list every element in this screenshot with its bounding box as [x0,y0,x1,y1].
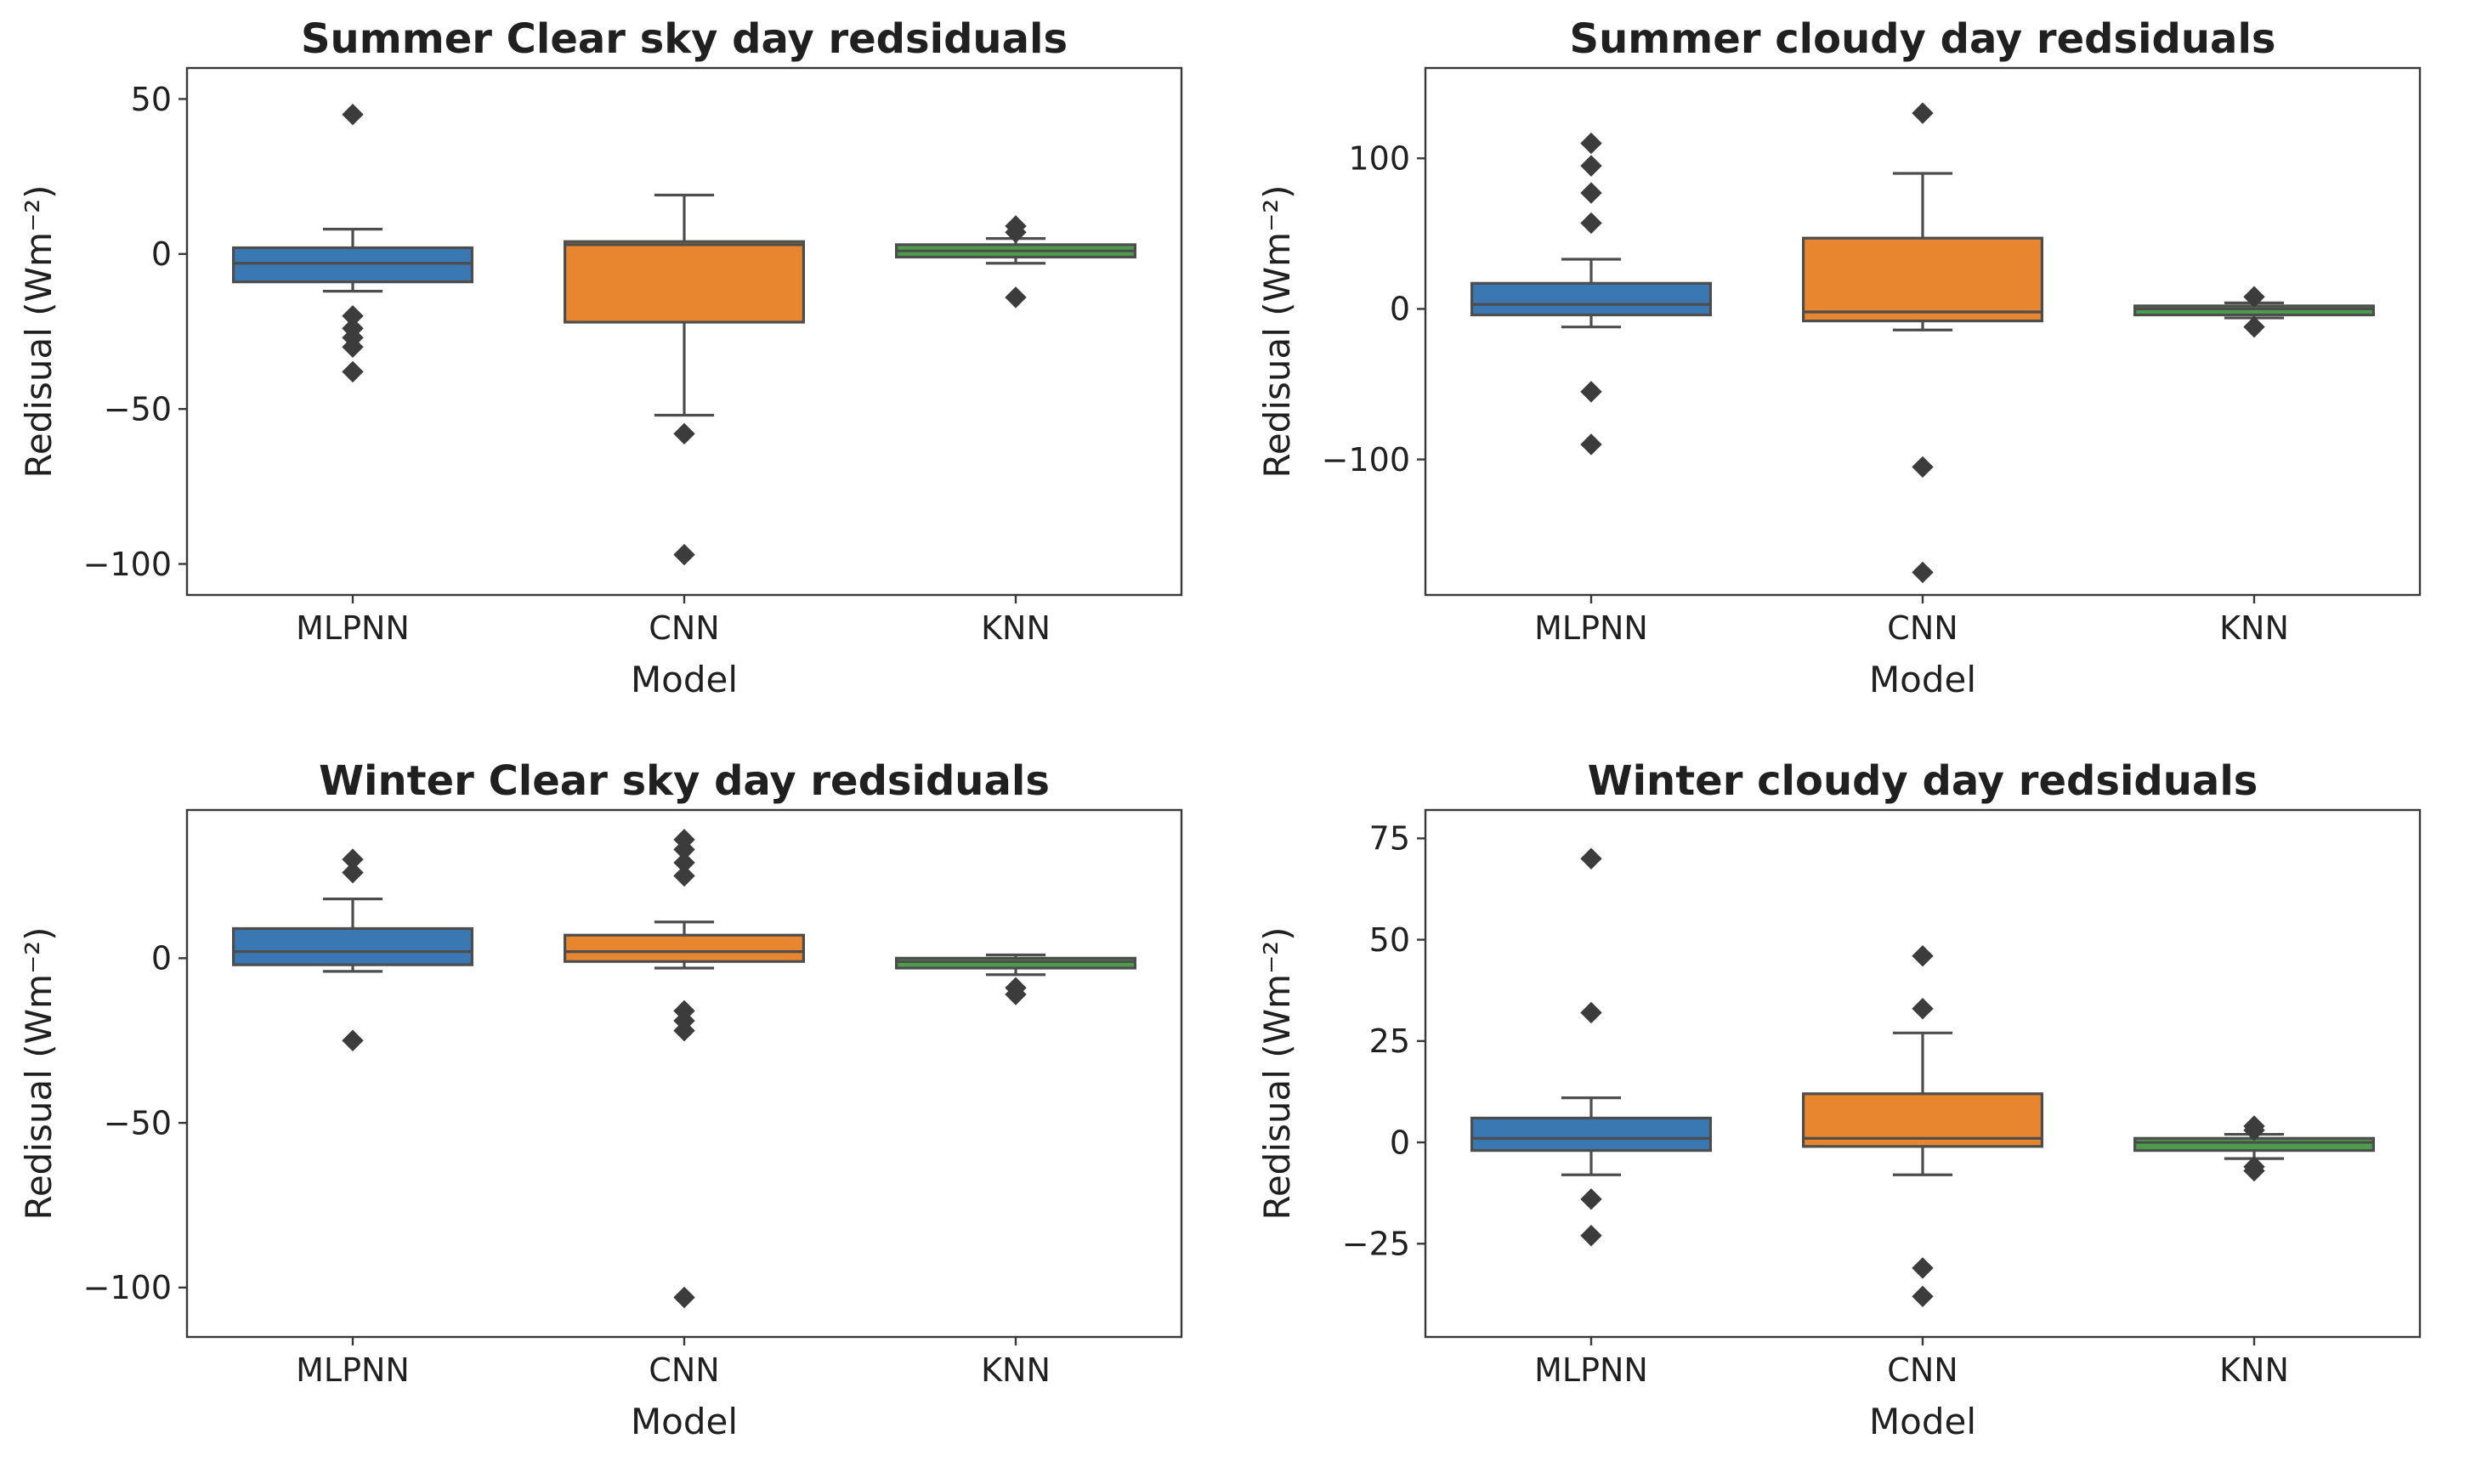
panel-title: Winter cloudy day redsiduals [1587,757,2258,805]
xtick-label: MLPNN [1534,1351,1648,1389]
box [234,248,473,282]
box [565,241,804,322]
ytick-label: 100 [1348,140,1410,178]
y-axis-label: Redisual (Wm⁻²) [1256,185,1298,479]
panel: Winter cloudy day redsiduals −25 0 25 50 75 ML… [1238,742,2476,1484]
xtick-label: CNN [1887,1351,1958,1389]
xtick-label: MLPNN [1534,609,1648,647]
ytick-label: 0 [1389,291,1409,328]
xtick-label: KNN [2219,1351,2289,1389]
ytick-label: −100 [83,546,172,583]
chart-grid: Summer Clear sky day redsiduals −100 −50 0 5… [0,0,2476,1484]
panel: Summer Clear sky day redsiduals −100 −50 0 5… [0,0,1238,742]
panel: Winter Clear sky day redsiduals −100 −50 0 M… [0,742,1238,1484]
ytick-label: −50 [104,1104,172,1141]
box [897,958,1136,968]
xtick-label: CNN [649,609,719,647]
ytick-label: 50 [131,81,172,118]
xtick-label: KNN [981,609,1051,647]
ytick-label: 25 [1368,1022,1409,1060]
ytick-label: 0 [151,235,172,273]
xtick-label: MLPNN [296,1351,410,1389]
panel: Summer cloudy day redsiduals −100 0 100 MLPN… [1238,0,2476,742]
xtick-label: KNN [981,1351,1051,1389]
y-axis-label: Redisual (Wm⁻²) [1256,927,1298,1221]
x-axis-label: Model [631,659,738,700]
ytick-label: 75 [1368,820,1409,858]
ytick-label: −50 [104,390,172,428]
xtick-label: CNN [649,1351,719,1389]
ytick-label: 0 [1389,1124,1409,1161]
ytick-label: −100 [83,1269,172,1306]
box [565,935,804,961]
panel-title: Summer cloudy day redsiduals [1569,15,2275,63]
ytick-label: 50 [1368,921,1409,959]
ytick-label: −100 [1321,441,1409,479]
xtick-label: MLPNN [296,609,410,647]
box [1471,1118,1710,1150]
ytick-label: −25 [1341,1226,1409,1263]
ytick-label: 0 [151,940,172,977]
box [1471,283,1710,314]
box [234,929,473,966]
x-axis-label: Model [1868,659,1975,700]
x-axis-label: Model [631,1401,738,1442]
panel-title: Winter Clear sky day redsiduals [319,757,1050,805]
xtick-label: KNN [2219,609,2289,647]
x-axis-label: Model [1868,1401,1975,1442]
y-axis-label: Redisual (Wm⁻²) [18,927,59,1221]
box [1803,238,2042,320]
panel-title: Summer Clear sky day redsiduals [301,15,1068,63]
y-axis-label: Redisual (Wm⁻²) [18,185,59,479]
xtick-label: CNN [1887,609,1958,647]
